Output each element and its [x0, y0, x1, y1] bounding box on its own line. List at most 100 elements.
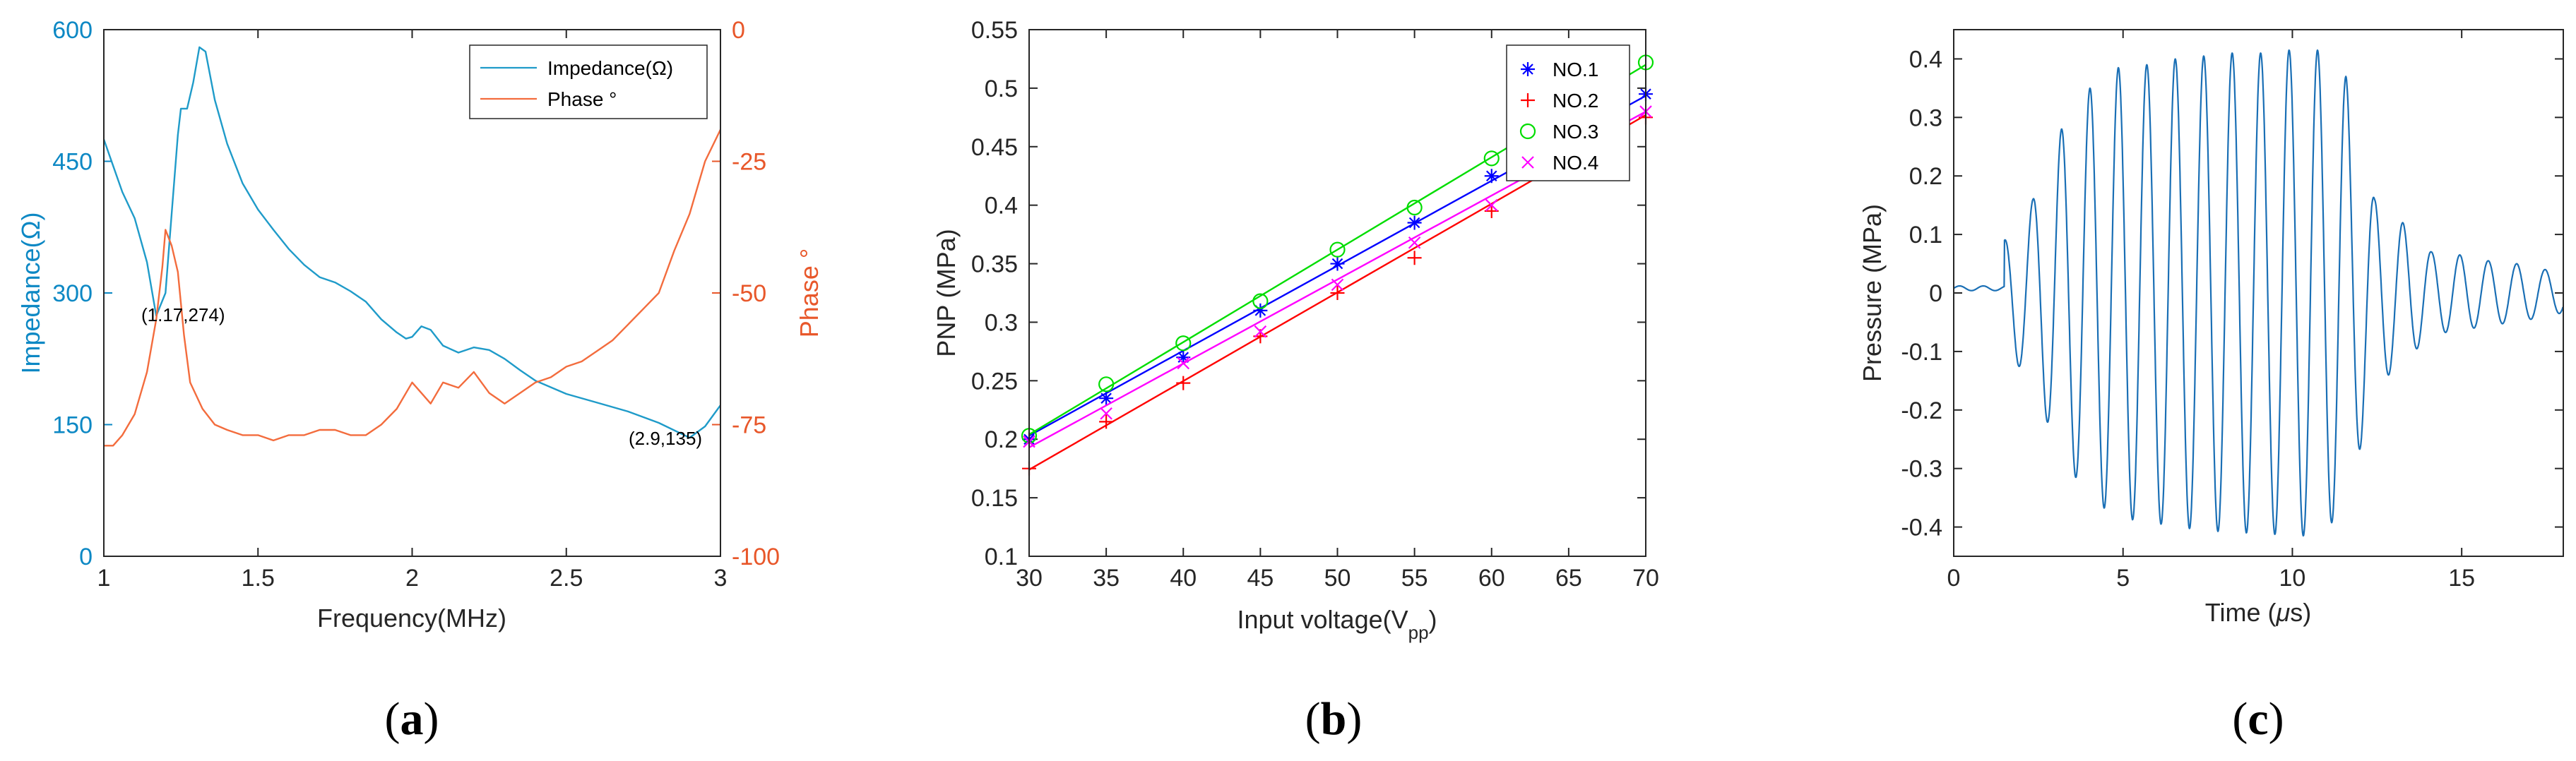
y-tick-label-c: -0.3	[1901, 456, 1942, 483]
marker-no3	[1098, 376, 1115, 393]
y-tick-label-c: 0	[1929, 280, 1942, 307]
y-tick-label-b: 0.25	[971, 368, 1018, 395]
marker-no2	[1484, 203, 1499, 218]
panel-letter-c: c	[2248, 693, 2268, 745]
marker-no3	[1483, 150, 1500, 167]
marker-no2	[1176, 376, 1191, 390]
legend-marker-no4	[1521, 156, 1534, 169]
marker-no1	[1099, 391, 1114, 406]
y-tick-label-b: 0.3	[985, 309, 1018, 336]
panel-letter-b: b	[1321, 693, 1347, 745]
x-axis-label-c-main: Time (	[2205, 598, 2277, 627]
x-axis-label-c: Time (μs)	[2205, 598, 2311, 627]
x-tick-label-c: 10	[2279, 565, 2306, 592]
y-tick-label-b: 0.4	[985, 193, 1018, 220]
panel-label-c: (c)	[2232, 693, 2284, 745]
left-y-tick-label-a: 450	[52, 149, 93, 176]
right-y-tick-labels-a: -100 -75 -50 -25 0	[732, 17, 780, 570]
plot-frame-b	[1028, 29, 1646, 557]
panel-b: 30 35 40 45 50 55 60 65 70 0.1 0.15 0.2 0.25 0.3 0.35…	[932, 17, 1659, 745]
x-tick-label-b: 35	[1093, 565, 1120, 592]
y-tick-labels-b: 0.1 0.15 0.2 0.25 0.3 0.35 0.4 0.45 0.5 0.55	[971, 17, 1018, 570]
right-y-tick-label-a: -100	[732, 544, 780, 570]
x-tick-label-a: 1	[97, 565, 111, 592]
x-tick-label-a: 2.5	[550, 565, 583, 592]
y-tick-labels-c: -0.4 -0.3 -0.2 -0.1 0 0.1 0.2 0.3 0.4	[1901, 46, 1942, 541]
annotation-peak-a: (1.17,274)	[141, 304, 225, 325]
y-tick-label-b: 0.35	[971, 251, 1018, 278]
marker-no4	[1331, 278, 1344, 292]
x-axis-label-c-mu: μ	[2275, 598, 2290, 627]
right-y-tick-label-a: -25	[732, 149, 766, 176]
plot-frame-c	[1953, 29, 2564, 557]
marker-no3	[1252, 293, 1269, 309]
panel-label-a: (a)	[385, 693, 439, 745]
right-y-tick-label-a: -50	[732, 280, 766, 307]
impedance-phase-plot	[102, 29, 722, 557]
x-axis-label-b-main: Input voltage(V	[1237, 605, 1408, 634]
marker-no3	[1329, 241, 1346, 258]
x-tick-label-c: 5	[2116, 565, 2130, 592]
x-tick-label-b: 30	[1016, 565, 1043, 592]
x-axis-label-b-sub: pp	[1408, 622, 1429, 643]
x-axis-label-a: Frequency(MHz)	[317, 604, 506, 633]
x-tick-labels-a: 1 1.5 2 2.5 3	[97, 565, 728, 592]
legend-b: NO.1 NO.2 NO.3 NO.4	[1519, 59, 1598, 174]
y-tick-label-c: 0.1	[1909, 222, 1942, 248]
x-tick-label-b: 65	[1555, 565, 1582, 592]
legend-marker-no1	[1521, 62, 1535, 76]
left-y-tick-label-a: 300	[52, 280, 93, 307]
x-tick-label-b: 45	[1247, 565, 1274, 592]
x-axis-label-b: Input voltage(Vpp)	[1237, 605, 1437, 643]
x-tick-label-a: 1.5	[242, 565, 275, 592]
marker-no3	[1406, 199, 1423, 216]
x-tick-labels-b: 30 35 40 45 50 55 60 65 70	[1016, 565, 1659, 592]
marker-no4	[1100, 407, 1112, 420]
marker-no4	[1177, 356, 1190, 370]
legend-label-impedance: Impedance(Ω)	[547, 57, 673, 79]
right-y-axis-label-a: Phase °	[795, 248, 824, 337]
x-axis-label-b-close: )	[1429, 605, 1437, 634]
legend-label-no4: NO.4	[1553, 152, 1598, 174]
left-y-tick-label-a: 600	[52, 17, 93, 44]
y-tick-label-b: 0.2	[985, 426, 1018, 453]
y-tick-label-c: 0.4	[1909, 46, 1942, 73]
x-tick-label-b: 40	[1170, 565, 1197, 592]
marker-no3	[1175, 335, 1192, 352]
legend-label-phase: Phase °	[547, 88, 617, 110]
right-y-tick-label-a: 0	[732, 17, 745, 44]
legend-box-a	[469, 44, 708, 119]
legend-label-no3: NO.3	[1553, 121, 1598, 143]
x-tick-label-c: 0	[1947, 565, 1961, 592]
left-y-axis-label-a: Impedance(Ω)	[16, 212, 45, 373]
panel-a: 1 1.5 2 2.5 3 0 150 300 450 600 -100 -75 -50 -25 0 F…	[16, 17, 824, 745]
y-tick-label-c: 0.3	[1909, 104, 1942, 131]
y-tick-label-c: 0.2	[1909, 163, 1942, 190]
x-tick-label-b: 60	[1478, 565, 1505, 592]
panel-label-b: (b)	[1305, 693, 1363, 745]
annotation-end-a: (2.9,135)	[629, 428, 702, 449]
y-tick-label-b: 0.45	[971, 134, 1018, 161]
marker-no2	[1099, 414, 1114, 429]
marker-no1	[1407, 215, 1422, 230]
marker-no1	[1330, 256, 1345, 271]
x-tick-label-b: 70	[1632, 565, 1659, 592]
left-y-tick-label-a: 150	[52, 412, 93, 439]
x-tick-label-a: 3	[714, 565, 728, 592]
marker-no2	[1407, 251, 1422, 265]
x-tick-labels-c: 0 5 10 15	[1947, 565, 2476, 592]
legend-marker-no3	[1519, 123, 1536, 140]
y-tick-label-b: 0.15	[971, 485, 1018, 512]
x-tick-label-b: 55	[1401, 565, 1428, 592]
y-tick-label-b: 0.5	[985, 76, 1018, 102]
y-tick-label-b: 0.1	[985, 544, 1018, 570]
pressure-waveform	[1953, 49, 2564, 537]
marker-no2	[1330, 286, 1345, 300]
panel-letter-a: a	[400, 693, 424, 745]
y-axis-label-c: Pressure (MPa)	[1858, 204, 1887, 382]
marker-no4	[1408, 236, 1421, 249]
phase-line	[104, 129, 722, 447]
marker-no4	[1254, 325, 1267, 338]
impedance-line	[102, 46, 721, 439]
